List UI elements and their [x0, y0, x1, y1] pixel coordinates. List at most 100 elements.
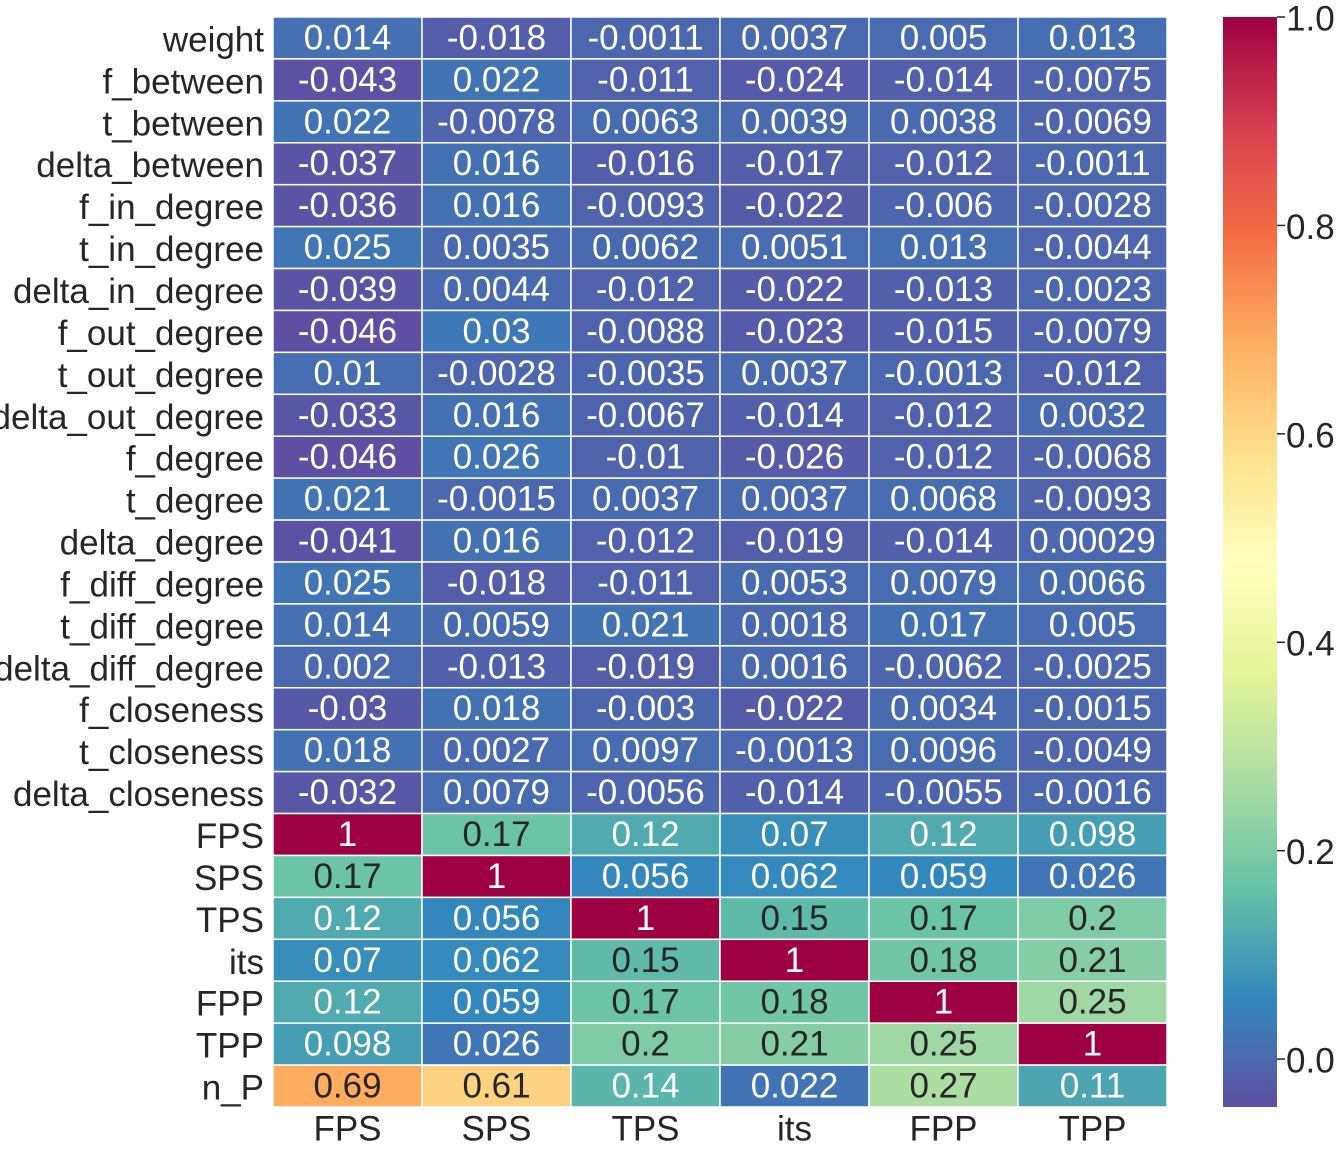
heatmap-cell-t-closeness-fpp	[868, 728, 1019, 773]
cell-value-label: 1	[636, 899, 655, 938]
cell-value-label: 0.12	[313, 899, 381, 938]
heatmap-cell-t-out-degree-sps	[421, 351, 572, 396]
heatmap-cells: 0.014 -0.018 -0.0011 0.0037 0.005 0.013 -0.043…	[272, 16, 1168, 1108]
row-label-weight: weight	[162, 20, 264, 59]
heatmap-cell-t-diff-degree-fpp	[868, 603, 1019, 647]
heatmap-cell-f-in-degree-fpp	[868, 183, 1019, 228]
cell-value-label: -0.011	[597, 563, 694, 602]
row-label-t-closeness: t_closeness	[79, 733, 264, 772]
heatmap-cell-delta-diff-degree-fps	[272, 645, 423, 689]
cell-value-label: 0.022	[453, 60, 541, 99]
cell-value-label: 0.0079	[443, 773, 550, 812]
row-label-f-out-degree: f_out_degree	[58, 314, 264, 353]
cell-value-label: 0.17	[313, 857, 381, 896]
heatmap-cell-f-in-degree-its	[719, 183, 870, 228]
heatmap-cell-f-out-degree-fpp	[868, 309, 1019, 354]
cell-value-label: 0.0039	[741, 102, 848, 141]
cell-value-label: -0.0011	[1034, 144, 1150, 183]
column-label-tps: TPS	[611, 1110, 679, 1149]
row-label-delta-closeness: delta_closeness	[13, 775, 264, 814]
cell-value-label: 0.0037	[741, 480, 848, 519]
cell-value-label: 0.0037	[741, 354, 848, 393]
cell-value-label: 0.014	[304, 605, 392, 644]
cell-value-label: 0.27	[909, 1067, 977, 1106]
cell-value-label: -0.046	[298, 438, 397, 477]
heatmap-cell-fpp-fps	[272, 980, 423, 1024]
cell-value-label: -0.0075	[1033, 60, 1152, 99]
heatmap-cell-t-closeness-sps	[421, 728, 572, 773]
heatmap-cell-sps-sps	[421, 854, 572, 899]
heatmap-cell-f-out-degree-tps	[570, 309, 721, 354]
heatmap-cell-t-between-fpp	[868, 100, 1019, 144]
cell-value-label: 0.69	[313, 1067, 381, 1106]
cell-value-label: 0.21	[1058, 941, 1126, 980]
cell-value-label: 0.07	[313, 941, 381, 980]
cell-value-label: 0.18	[909, 941, 977, 980]
heatmap-cell-t-diff-degree-fps	[272, 603, 423, 647]
colorbar-tick-label: 0.4	[1286, 625, 1335, 664]
row-label-its: its	[229, 943, 264, 982]
heatmap-cell-tpp-tpp	[1017, 1022, 1168, 1066]
cell-value-label: 0.026	[453, 438, 541, 477]
heatmap-cell-t-in-degree-fps	[272, 225, 423, 270]
cell-value-label: -0.0093	[1033, 480, 1152, 519]
heatmap-cell-t-diff-degree-tpp	[1017, 603, 1168, 647]
cell-value-label: -0.032	[298, 773, 397, 812]
heatmap-cell-f-between-tpp	[1017, 58, 1168, 102]
cell-value-label: 0.0079	[890, 563, 997, 602]
cell-value-label: 1	[934, 983, 953, 1022]
cell-value-label: 0.0032	[1039, 396, 1146, 435]
row-label-t-out-degree: t_out_degree	[58, 356, 264, 395]
heatmap-cell-f-diff-degree-fpp	[868, 561, 1019, 605]
column-label-fps: FPS	[313, 1110, 381, 1149]
cell-value-label: -0.0069	[1033, 102, 1152, 141]
cell-value-label: -0.013	[447, 647, 546, 686]
column-label-fpp: FPP	[909, 1110, 977, 1149]
colorbar-tick-label: 0.0	[1286, 1042, 1335, 1081]
cell-value-label: 0.013	[900, 228, 988, 267]
cell-value-label: 0.12	[909, 815, 977, 854]
heatmap-cell-delta-degree-tpp	[1017, 519, 1168, 563]
row-label-f-in-degree: f_in_degree	[79, 188, 264, 227]
cell-value-label: -0.0056	[586, 773, 705, 812]
cell-value-label: 0.056	[453, 899, 541, 938]
cell-value-label: 0.11	[1060, 1067, 1126, 1106]
cell-value-label: 0.03	[462, 312, 530, 351]
cell-value-label: 0.17	[909, 899, 977, 938]
heatmap-cell-t-closeness-tpp	[1017, 728, 1168, 773]
row-label-t-in-degree: t_in_degree	[79, 230, 264, 269]
cell-value-label: 0.0037	[592, 480, 699, 519]
row-label-delta-between: delta_between	[36, 146, 264, 185]
cell-value-label: -0.0015	[1033, 689, 1152, 728]
cell-value-label: 0.00029	[1029, 522, 1156, 561]
heatmap-cell-delta-in-degree-fps	[272, 267, 423, 312]
heatmap-cell-delta-out-degree-fpp	[868, 393, 1019, 437]
cell-value-label: -0.006	[894, 186, 993, 225]
row-labels: weightf_betweent_betweendelta_betweenf_i…	[0, 20, 264, 1107]
heatmap-cell-t-degree-tps	[570, 477, 721, 521]
cell-value-label: -0.0028	[437, 354, 556, 393]
cell-value-label: -0.019	[596, 647, 695, 686]
heatmap-cell-fps-its	[719, 812, 870, 857]
row-label-tps: TPS	[196, 901, 264, 940]
cell-value-label: -0.014	[894, 60, 993, 99]
heatmap-cell-t-closeness-fps	[272, 728, 423, 773]
cell-value-label: -0.012	[596, 522, 695, 561]
cell-value-label: 0.2	[1068, 899, 1117, 938]
row-label-t-diff-degree: t_diff_degree	[60, 607, 264, 646]
heatmap-cell-f-diff-degree-tpp	[1017, 561, 1168, 605]
heatmap-cell-delta-diff-degree-fpp	[868, 645, 1019, 689]
heatmap-cell-f-out-degree-tpp	[1017, 309, 1168, 354]
heatmap-cell-t-degree-its	[719, 477, 870, 521]
cell-value-label: -0.0023	[1033, 270, 1152, 309]
colorbar-tick-label: 0.2	[1286, 833, 1335, 872]
cell-value-label: 0.0062	[592, 228, 699, 267]
heatmap-cell-tps-fps	[272, 896, 423, 941]
heatmap-cell-weight-tpp	[1017, 16, 1168, 60]
cell-value-label: -0.016	[596, 144, 695, 183]
column-labels: FPS SPS TPS its FPP TPP	[313, 1110, 1126, 1149]
cell-value-label: 0.005	[1049, 605, 1137, 644]
heatmap-cell-t-out-degree-tps	[570, 351, 721, 396]
heatmap-cell-f-closeness-fps	[272, 687, 423, 731]
cell-value-label: -0.022	[745, 689, 844, 728]
